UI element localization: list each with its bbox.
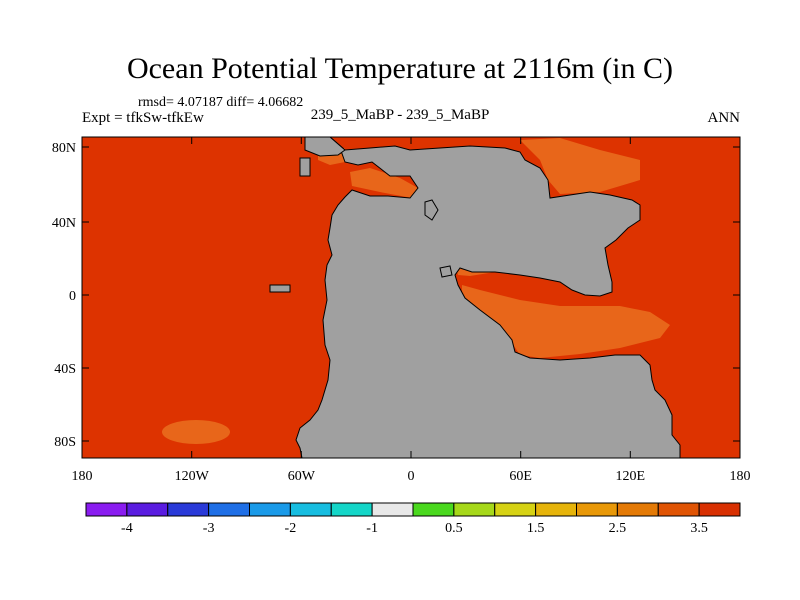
colorbar-swatch <box>698 502 741 517</box>
lon-tick-label: 60E <box>509 469 532 484</box>
lat-tick-label: 0 <box>69 289 76 304</box>
warm-patch-south-band <box>462 285 670 358</box>
colorbar-label: 2.5 <box>609 521 627 536</box>
lon-tick-label: 60W <box>288 469 316 484</box>
colorbar: -4 -3 -2 -1 0.5 1.5 2.5 3.5 <box>85 502 741 536</box>
colorbar-swatch <box>616 502 659 517</box>
colorbar-label: 0.5 <box>445 521 463 536</box>
colorbar-swatch <box>330 502 373 517</box>
land-island-west <box>269 284 291 293</box>
experiment-label: Expt = tfkSw-tfkEw <box>82 110 204 126</box>
colorbar-label: -3 <box>203 521 215 536</box>
colorbar-swatch <box>126 502 169 517</box>
warm-patch-arctic-east <box>520 138 640 194</box>
stats-label: rmsd= 4.07187 diff= 4.06682 <box>138 95 304 110</box>
lon-tick-label: 120W <box>175 469 210 484</box>
lat-tick-label: 40N <box>52 216 76 231</box>
colorbar-swatch <box>371 502 414 517</box>
colorbar-swatch <box>657 502 700 517</box>
season-label: ANN <box>707 110 741 126</box>
plot-title: Ocean Potential Temperature at 2116m (in… <box>126 52 674 85</box>
colorbar-swatch <box>535 502 577 517</box>
colorbar-label: -4 <box>121 521 133 536</box>
lon-tick-label: 0 <box>408 469 415 484</box>
colorbar-swatch <box>85 502 128 517</box>
colorbar-swatch <box>494 502 537 517</box>
colorbar-swatch <box>412 502 455 517</box>
colorbar-label: -2 <box>285 521 297 536</box>
warm-patch-south-pacific <box>162 420 230 444</box>
land-island-tethys <box>439 265 453 278</box>
colorbar-swatch <box>453 502 496 517</box>
land-masses <box>269 136 681 459</box>
lat-tick-label: 40S <box>54 362 76 377</box>
colorbar-swatch <box>208 502 250 517</box>
lon-tick-label: 180 <box>730 469 751 484</box>
case-label: 239_5_MaBP - 239_5_MaBP <box>310 107 490 123</box>
lat-tick-label: 80N <box>52 141 76 156</box>
colorbar-label: -1 <box>366 521 378 536</box>
land-island-north-sea <box>424 199 439 221</box>
land-islands-north <box>299 157 311 177</box>
colorbar-label: 3.5 <box>690 521 708 536</box>
latitude-axis: 80N 40N 0 40S 80S <box>52 141 740 450</box>
lon-tick-label: 120E <box>616 469 646 484</box>
colorbar-swatch <box>576 502 618 517</box>
land-americas-africa <box>295 136 681 459</box>
lon-tick-label: 180 <box>72 469 93 484</box>
colorbar-swatch <box>167 502 210 517</box>
colorbar-label: 1.5 <box>527 521 545 536</box>
longitude-axis: 180 120W 60W 0 60E 120E 180 <box>72 137 751 484</box>
colorbar-swatch <box>249 502 291 517</box>
colorbar-swatch <box>289 502 332 517</box>
warm-patch-north-central <box>350 168 418 198</box>
lat-tick-label: 80S <box>54 435 76 450</box>
